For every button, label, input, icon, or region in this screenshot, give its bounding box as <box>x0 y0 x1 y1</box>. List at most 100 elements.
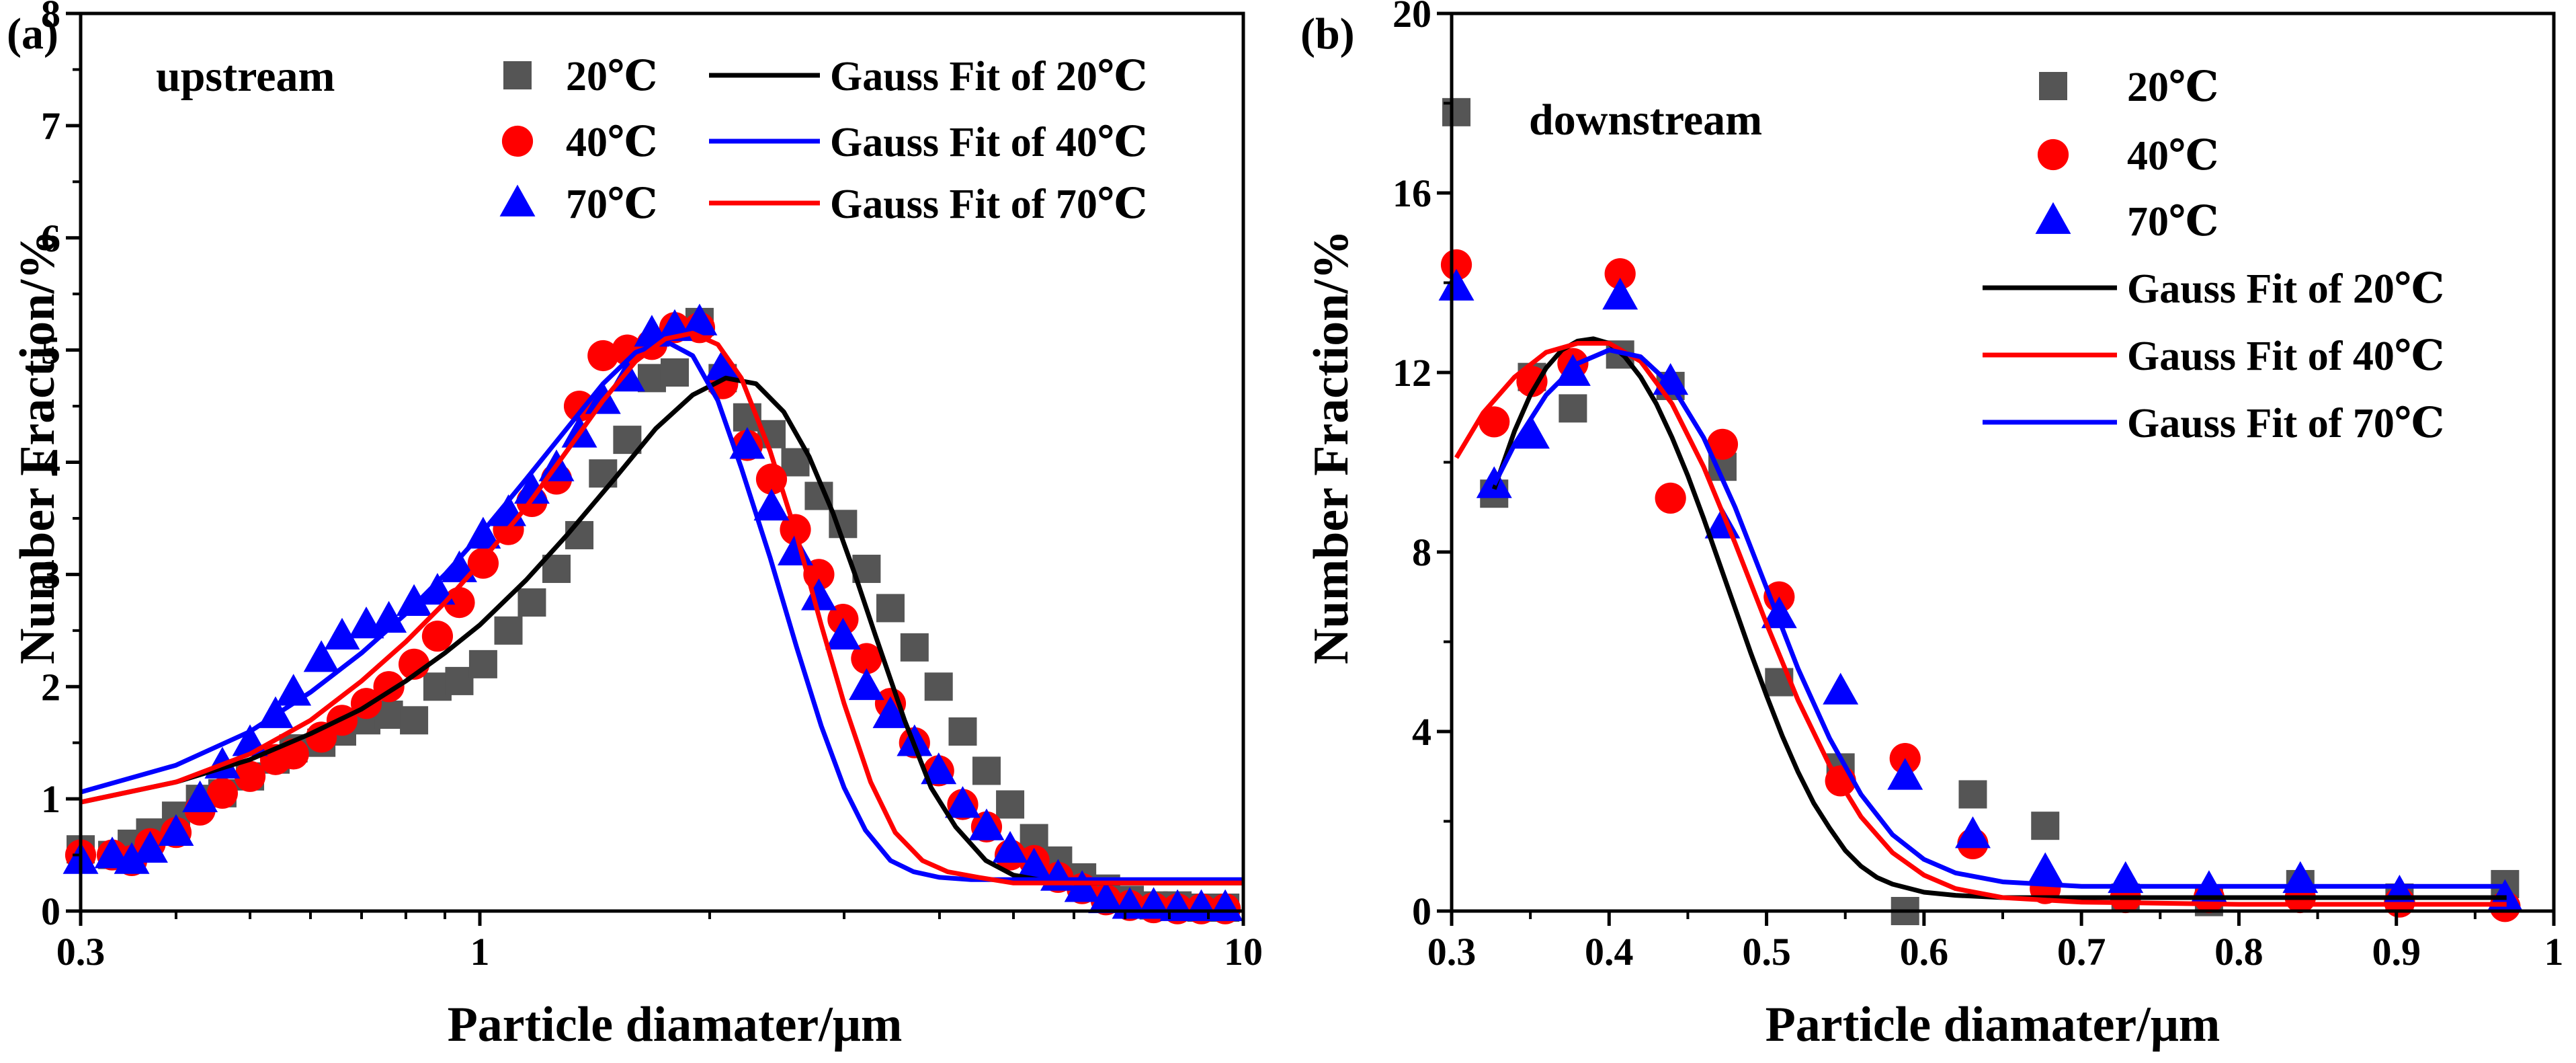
data-point <box>563 390 595 422</box>
y-tick-label: 8 <box>1412 530 1431 574</box>
y-tick-label: 5 <box>41 329 60 372</box>
legend-marker <box>501 125 534 157</box>
y-tick-label: 8 <box>41 0 60 36</box>
x-tick-label: 0.9 <box>2372 930 2421 974</box>
data-point <box>371 600 407 633</box>
data-point <box>729 427 765 459</box>
data-point <box>182 780 218 812</box>
panel-b-y-axis-title: Number Fraction/% <box>1304 230 1359 664</box>
legend-entry: 70℃ <box>499 182 657 227</box>
panel-a-series-group <box>63 303 1243 924</box>
fit-line <box>1454 341 2507 907</box>
legend-label: Gauss Fit of 70℃ <box>2127 401 2444 446</box>
legend-label: 40℃ <box>2127 133 2218 179</box>
legend-entry: Gauss Fit of 40℃ <box>1983 333 2444 379</box>
data-point <box>206 777 238 809</box>
data-point <box>494 616 523 645</box>
data-point <box>234 760 266 792</box>
legend-entry: 70℃ <box>2035 199 2218 245</box>
data-point <box>753 488 790 521</box>
data-point <box>876 594 905 623</box>
y-tick-label: 4 <box>1412 710 1431 754</box>
x-tick-label: 1 <box>2544 930 2564 974</box>
legend-label: Gauss Fit of 40℃ <box>2127 333 2444 379</box>
data-point <box>396 584 432 616</box>
legend-marker <box>2039 72 2067 100</box>
data-point <box>1559 394 1587 423</box>
panel-a-annotation: upstream <box>156 52 335 101</box>
data-point <box>158 814 194 847</box>
panel-a-y-axis-title: Number Fraction/% <box>10 230 65 664</box>
data-point <box>419 573 456 605</box>
data-point <box>825 617 861 650</box>
data-point <box>872 696 909 728</box>
legend-label: 70℃ <box>566 182 657 227</box>
data-point <box>94 836 130 869</box>
legend-entry: 20℃ <box>503 54 657 100</box>
series-70℃ <box>63 303 1243 921</box>
data-point <box>996 790 1025 819</box>
data-point <box>114 842 150 874</box>
y-tick-label: 1 <box>41 777 60 821</box>
x-tick-label: 1 <box>470 930 489 974</box>
data-point <box>1440 249 1472 280</box>
legend-label: 20℃ <box>2127 65 2218 110</box>
legend-marker <box>503 61 532 89</box>
y-tick-label: 20 <box>1393 0 1431 36</box>
data-point <box>1088 881 1124 914</box>
data-point <box>132 830 168 863</box>
y-tick-label: 0 <box>41 890 60 933</box>
data-point <box>513 471 550 504</box>
data-point <box>587 340 619 372</box>
y-tick-label: 3 <box>41 553 60 596</box>
fit-line <box>1492 348 2507 889</box>
x-tick-label: 0.6 <box>1900 930 1949 974</box>
legend-marker <box>2035 202 2071 234</box>
data-point <box>921 752 957 785</box>
data-point <box>968 808 1005 840</box>
panel-a-label: (a) <box>7 9 58 58</box>
panel-b-legend: 20℃ 40℃ 70℃ Gauss Fit of 20℃ Gauss Fit of 40… <box>1983 65 2444 446</box>
x-tick-label: 0.7 <box>2057 930 2106 974</box>
data-point <box>1602 278 1638 310</box>
x-tick-label: 0.5 <box>1742 930 1791 974</box>
legend-entry: 40℃ <box>2037 133 2218 179</box>
data-point <box>851 643 882 674</box>
y-tick-label: 7 <box>41 104 60 148</box>
x-tick-label: 0.3 <box>1427 930 1477 974</box>
x-tick-label: 0.8 <box>2214 930 2263 974</box>
panel-b-axes: 0.3 0.4 0.5 0.6 0.7 0.8 0.9 1 0 4 8 12 16 20 <box>1393 0 2564 974</box>
data-point <box>945 786 981 818</box>
data-point <box>1016 847 1052 880</box>
legend-label: Gauss Fit of 40℃ <box>830 120 1147 165</box>
y-tick-label: 16 <box>1393 171 1431 215</box>
data-point <box>324 617 360 650</box>
legend-entry: Gauss Fit of 70℃ <box>1983 401 2444 446</box>
data-point <box>400 706 429 735</box>
data-point <box>1604 258 1636 290</box>
legend-label: 20℃ <box>566 54 657 100</box>
data-point <box>1823 672 1859 705</box>
legend-entry: Gauss Fit of 20℃ <box>709 54 1147 100</box>
data-point <box>421 621 454 652</box>
data-point <box>1514 417 1550 449</box>
panel-a-axes: 0.3 1 10 0 1 2 3 4 5 6 7 8 <box>41 0 1263 974</box>
y-tick-label: 4 <box>41 441 60 485</box>
fit-line <box>80 331 1243 885</box>
x-tick-label: 10 <box>1224 930 1263 974</box>
panel-b: (b) downstream Particle diamater/μm Numb… <box>1300 0 2564 1052</box>
data-point <box>972 756 1001 785</box>
legend-entry: Gauss Fit of 70℃ <box>709 182 1147 227</box>
panel-a-legend: 20℃ Gauss Fit of 20℃ 40℃ Gauss Fit of 40℃ 70… <box>499 54 1147 227</box>
data-point <box>468 649 497 678</box>
data-point <box>1955 816 1991 849</box>
legend-label: Gauss Fit of 70℃ <box>830 182 1147 227</box>
legend-marker <box>499 184 536 216</box>
panel-b-label: (b) <box>1300 9 1355 58</box>
fit-line <box>1491 336 2507 900</box>
data-point <box>612 334 643 366</box>
panel-a-x-axis-title: Particle diamater/μm <box>448 997 903 1052</box>
data-point <box>2031 812 2060 840</box>
data-point <box>704 348 741 381</box>
legend-marker <box>2037 139 2069 171</box>
